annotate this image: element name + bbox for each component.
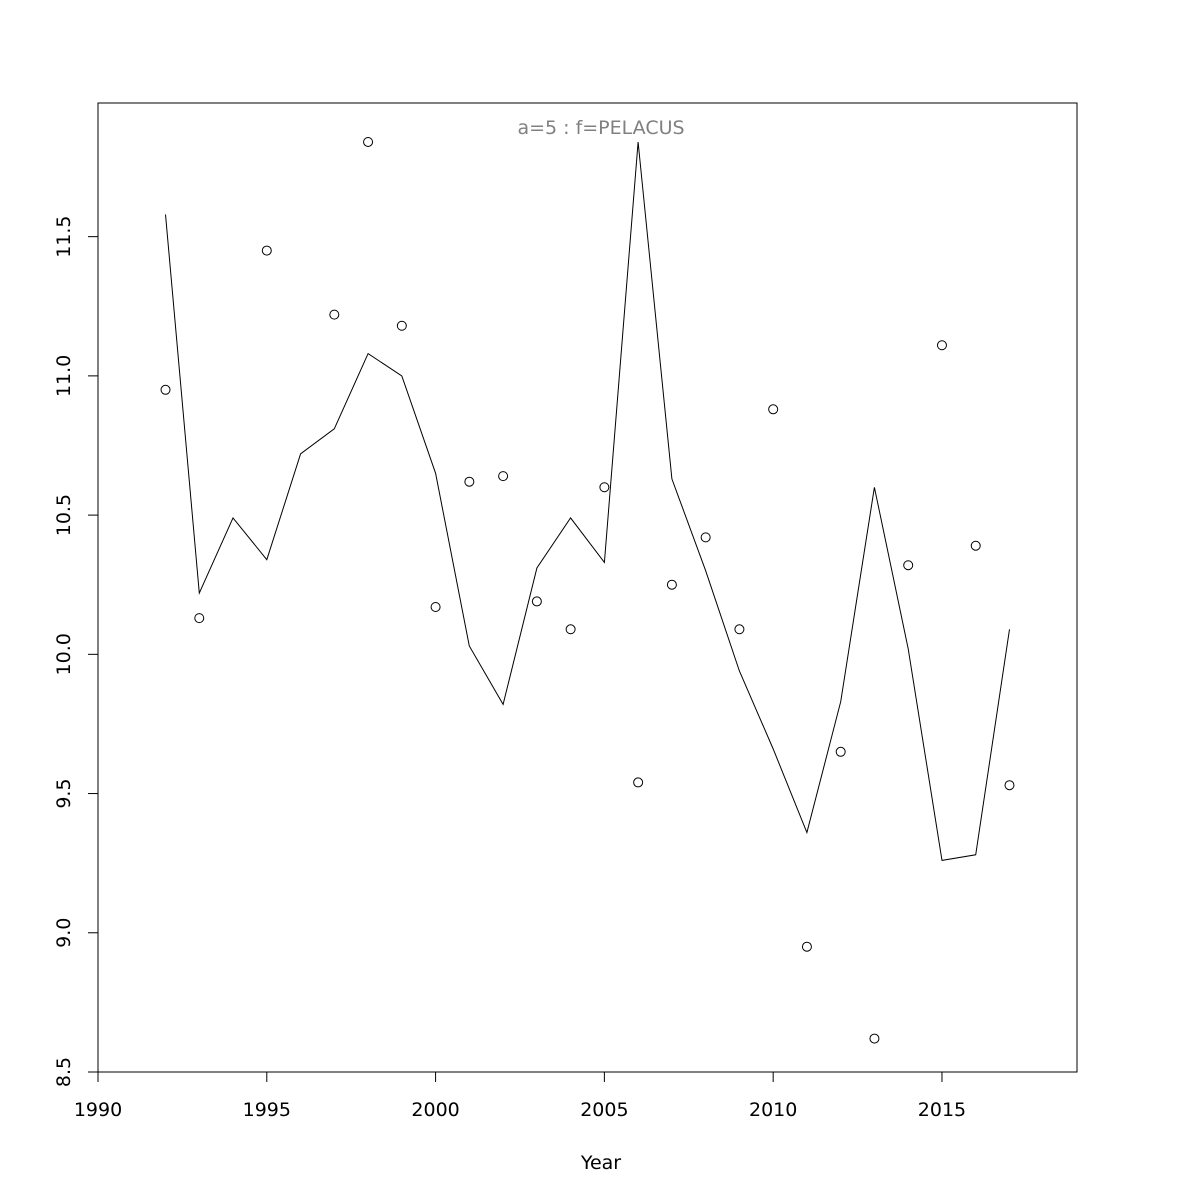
plot-frame (97, 102, 1078, 1073)
fitted-line (165, 141, 1010, 861)
data-point (329, 309, 340, 320)
x-axis: 1990 1995 2000 2005 2010 2015 (74, 1071, 966, 1121)
data-point (936, 340, 947, 351)
data-point (1004, 780, 1015, 791)
y-tick-label: 10.5 (53, 494, 75, 536)
y-tick-label: 11.0 (53, 355, 75, 397)
x-tick-label: 1995 (243, 1099, 291, 1121)
y-tick-label: 9.5 (53, 778, 75, 808)
data-point (801, 941, 812, 952)
x-axis-title: Year (580, 1152, 621, 1174)
data-point (700, 532, 711, 543)
observed-points-series (160, 136, 1015, 1044)
data-point (430, 601, 441, 612)
y-tick-label: 10.0 (53, 633, 75, 675)
data-point (869, 1033, 880, 1044)
x-tick-label: 2010 (749, 1099, 797, 1121)
data-point (835, 746, 846, 757)
data-point (464, 476, 475, 487)
y-axis: 8.5 9.0 9.5 10.0 10.5 11.0 11.5 (53, 215, 99, 1087)
data-point (666, 579, 677, 590)
data-point (498, 471, 509, 482)
data-point (903, 560, 914, 571)
data-point (734, 624, 745, 635)
y-tick-label: 8.5 (53, 1057, 75, 1087)
y-tick-label: 9.0 (53, 918, 75, 948)
data-point (599, 482, 610, 493)
data-point (970, 540, 981, 551)
data-point (565, 624, 576, 635)
data-point (768, 404, 779, 415)
fitted-line-series (165, 141, 1010, 861)
x-tick-label: 2015 (918, 1099, 966, 1121)
data-point (531, 596, 542, 607)
y-tick-label: 11.5 (53, 215, 75, 257)
x-tick-label: 1990 (74, 1099, 122, 1121)
data-point (194, 613, 205, 624)
data-point (261, 245, 272, 256)
plot-title: a=5 : f=PELACUS (517, 117, 684, 139)
data-point (160, 384, 171, 395)
data-point (633, 777, 644, 788)
x-tick-label: 2000 (411, 1099, 459, 1121)
x-tick-label: 2005 (580, 1099, 628, 1121)
data-point (363, 136, 374, 147)
data-point (396, 320, 407, 331)
